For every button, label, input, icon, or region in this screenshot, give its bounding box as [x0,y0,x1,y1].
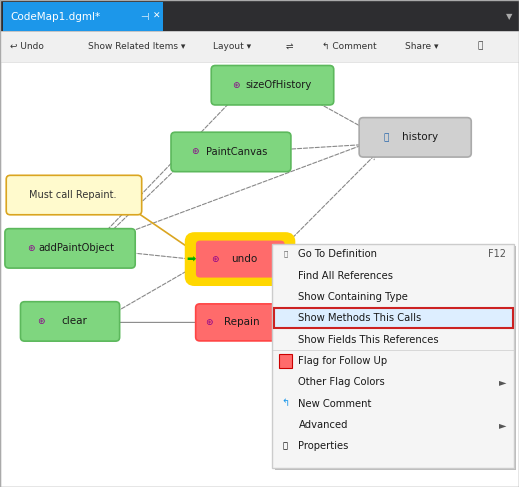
FancyBboxPatch shape [6,175,142,215]
Text: ⊛: ⊛ [28,244,35,253]
Text: Advanced: Advanced [298,420,348,430]
Text: Show Fields This References: Show Fields This References [298,335,439,344]
Text: 🌐: 🌐 [384,133,389,142]
Text: Flag for Follow Up: Flag for Follow Up [298,356,388,366]
Text: New Comment: New Comment [298,398,372,409]
Text: Show Related Items ▾: Show Related Items ▾ [88,42,186,51]
FancyBboxPatch shape [274,308,513,328]
Text: ↰: ↰ [281,398,290,409]
Text: ⊛: ⊛ [206,318,213,327]
FancyBboxPatch shape [196,241,284,278]
Text: ⊣: ⊣ [140,12,148,21]
Text: ⊛: ⊛ [211,255,218,263]
Text: ⇌: ⇌ [285,42,293,51]
Text: Repain: Repain [224,318,259,327]
Text: addPaintObject: addPaintObject [38,244,114,253]
Text: CodeMap1.dgml*: CodeMap1.dgml* [10,12,101,21]
Text: ↰ Comment: ↰ Comment [322,42,376,51]
Text: Show Containing Type: Show Containing Type [298,292,408,302]
Text: ►: ► [499,420,506,430]
Text: 🔧: 🔧 [283,442,288,450]
Text: ▼: ▼ [506,12,513,21]
Text: undo: undo [231,254,257,264]
Text: sizeOfHistory: sizeOfHistory [245,80,311,90]
Text: history: history [402,132,439,142]
Text: ↩ Undo: ↩ Undo [10,42,44,51]
Text: Go To Definition: Go To Definition [298,249,377,259]
Text: ➡: ➡ [186,254,196,264]
Text: Share ▾: Share ▾ [405,42,439,51]
FancyBboxPatch shape [187,234,293,284]
Text: clear: clear [62,317,88,326]
Text: Layout ▾: Layout ▾ [213,42,251,51]
FancyBboxPatch shape [272,244,514,468]
Text: Find All References: Find All References [298,270,393,281]
FancyBboxPatch shape [359,117,471,157]
Text: ⬛: ⬛ [283,251,288,258]
FancyBboxPatch shape [0,31,519,62]
Text: Properties: Properties [298,441,349,451]
Text: F12: F12 [488,249,506,259]
FancyBboxPatch shape [3,2,163,31]
Text: PaintCanvas: PaintCanvas [206,147,267,157]
Text: ⊛: ⊛ [37,317,45,326]
Text: ✕: ✕ [153,12,160,21]
Text: ⤢: ⤢ [477,42,483,51]
FancyBboxPatch shape [275,246,516,470]
FancyBboxPatch shape [171,132,291,172]
FancyBboxPatch shape [21,301,119,341]
FancyBboxPatch shape [0,0,519,32]
Text: ⊛: ⊛ [192,148,199,156]
Text: ⊛: ⊛ [232,81,240,90]
Text: Must call Repaint.: Must call Repaint. [29,190,116,200]
FancyBboxPatch shape [196,304,277,341]
FancyBboxPatch shape [211,66,334,105]
Text: ►: ► [499,377,506,387]
Text: Show Methods This Calls: Show Methods This Calls [298,313,421,323]
FancyBboxPatch shape [5,229,135,268]
FancyBboxPatch shape [279,354,292,368]
Text: Other Flag Colors: Other Flag Colors [298,377,385,387]
